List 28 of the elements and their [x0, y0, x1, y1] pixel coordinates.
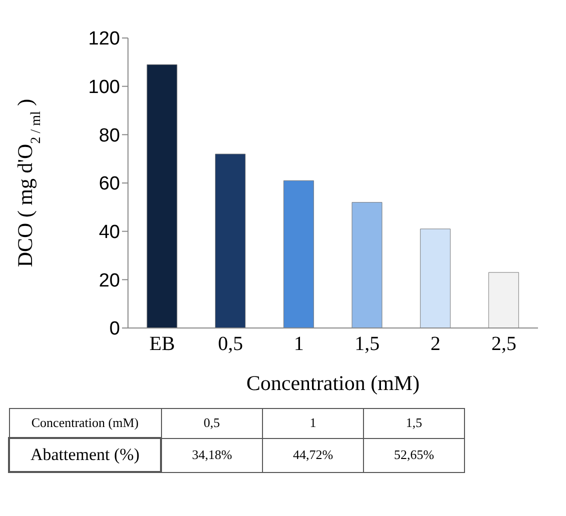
x-tick-label: EB: [149, 333, 175, 356]
bar: [215, 154, 246, 328]
text: Concentration (mM): [9, 408, 161, 438]
y-tick-label: 120: [88, 28, 120, 50]
x-tick-label: 1: [294, 333, 304, 356]
text: 0,5: [161, 408, 262, 438]
y-tick-label: 80: [98, 125, 120, 146]
bar: [352, 202, 382, 328]
text: 44,72%: [262, 438, 364, 472]
x-tick-label: 2,5: [491, 333, 516, 356]
text: 1,5: [364, 408, 464, 438]
bar: [420, 228, 451, 328]
y-tick-label: 60: [98, 174, 120, 195]
y-tick-label: 100: [88, 77, 120, 98]
bar: [488, 272, 519, 328]
x-axis-title: Concentration (mM): [246, 371, 420, 395]
y-tick-label: 40: [98, 222, 120, 244]
text: 52,65%: [364, 438, 464, 472]
text: Abattement (%): [9, 438, 161, 472]
text: 1: [262, 408, 364, 438]
y-tick-label: 20: [98, 270, 120, 292]
x-tick-label: 0,5: [218, 333, 243, 356]
bar: [146, 64, 178, 328]
bar: [283, 180, 314, 328]
y-tick-label: 0: [109, 318, 120, 340]
text: 34,18%: [161, 438, 262, 472]
x-tick-label: 2: [430, 333, 440, 356]
x-tick-label: 1,5: [354, 333, 380, 356]
